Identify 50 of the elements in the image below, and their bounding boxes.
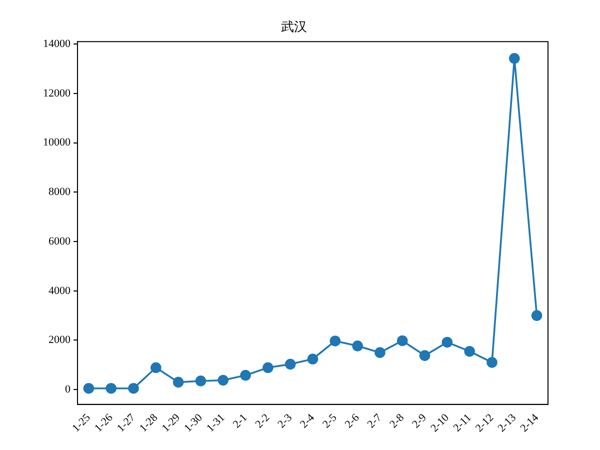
x-tick-label: 1-25 — [70, 411, 94, 435]
point — [486, 357, 498, 368]
y-tick-label: 6000 — [48, 235, 71, 248]
point — [262, 362, 274, 374]
x-tick-label: 2-14 — [518, 411, 542, 435]
x-tick-label: 1-31 — [204, 412, 228, 435]
y-tick-label: 4000 — [48, 284, 71, 297]
x-tick-label: 2-6 — [342, 411, 362, 431]
x-tick-label: 2-11 — [451, 412, 474, 434]
x-tick-label: 2-2 — [253, 412, 272, 431]
point — [464, 346, 475, 357]
point — [150, 362, 162, 374]
point — [172, 376, 184, 388]
point — [240, 370, 251, 381]
y-tick-label: 8000 — [48, 186, 71, 198]
x-tick-label: 2-4 — [298, 411, 318, 431]
x-tick-label: 2-12 — [473, 412, 496, 435]
point — [374, 347, 386, 358]
x-tick-label: 2-5 — [320, 411, 340, 431]
point — [531, 310, 542, 321]
x-tick-label: 2-7 — [365, 411, 384, 431]
x-tick-label: 1-30 — [182, 411, 206, 435]
point — [419, 350, 430, 361]
x-tick-label: 2-3 — [276, 411, 295, 431]
x-tick-label: 2-8 — [388, 411, 407, 431]
point — [128, 382, 139, 394]
point — [195, 376, 206, 386]
x-tick-label: 2-10 — [428, 411, 452, 435]
y-tick-label: 12000 — [43, 87, 71, 100]
x-tick-label: 2-1 — [230, 412, 250, 431]
point — [508, 52, 520, 64]
x-tick-label: 1-28 — [137, 411, 160, 435]
y-tick-label: 14000 — [43, 38, 71, 50]
x-tick-label: 2-9 — [410, 411, 430, 431]
point — [396, 335, 408, 346]
x-tick-label: 1-26 — [92, 411, 116, 435]
y-tick-label: 10000 — [43, 136, 71, 149]
point — [330, 336, 341, 346]
y-tick-label: 0 — [65, 383, 71, 396]
point — [284, 358, 296, 370]
y-tick-label: 2000 — [48, 334, 71, 346]
point — [307, 354, 318, 364]
point — [218, 374, 229, 386]
point — [83, 382, 94, 394]
point — [442, 336, 453, 348]
x-tick-label: 1-29 — [160, 411, 183, 435]
point — [106, 382, 117, 394]
x-tick-label: 2-13 — [496, 411, 519, 435]
point — [352, 340, 363, 352]
chart-title: 武汉 — [281, 19, 307, 34]
